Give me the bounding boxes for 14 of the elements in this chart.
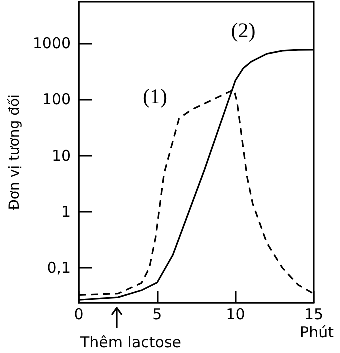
y-tick-label: 0,1 bbox=[47, 259, 72, 278]
text: Thêm lactose bbox=[80, 334, 182, 352]
series-label: (2) bbox=[231, 18, 256, 42]
x-tick-label: 0 bbox=[74, 306, 84, 324]
x-tick-label: 10 bbox=[226, 306, 246, 324]
y-tick-label: 10 bbox=[52, 146, 72, 165]
y-tick-label: 1 bbox=[62, 203, 72, 222]
x-tick-label: 15 bbox=[304, 306, 324, 324]
y-tick-label: 100 bbox=[42, 90, 72, 109]
y-tick-label: 1000 bbox=[32, 34, 72, 53]
series-label: (1) bbox=[143, 84, 168, 109]
y-axis-title: Đơn vị tương đối bbox=[7, 94, 23, 210]
x-tick-label: 5 bbox=[152, 306, 162, 324]
x-axis-title: Phút bbox=[300, 324, 334, 342]
